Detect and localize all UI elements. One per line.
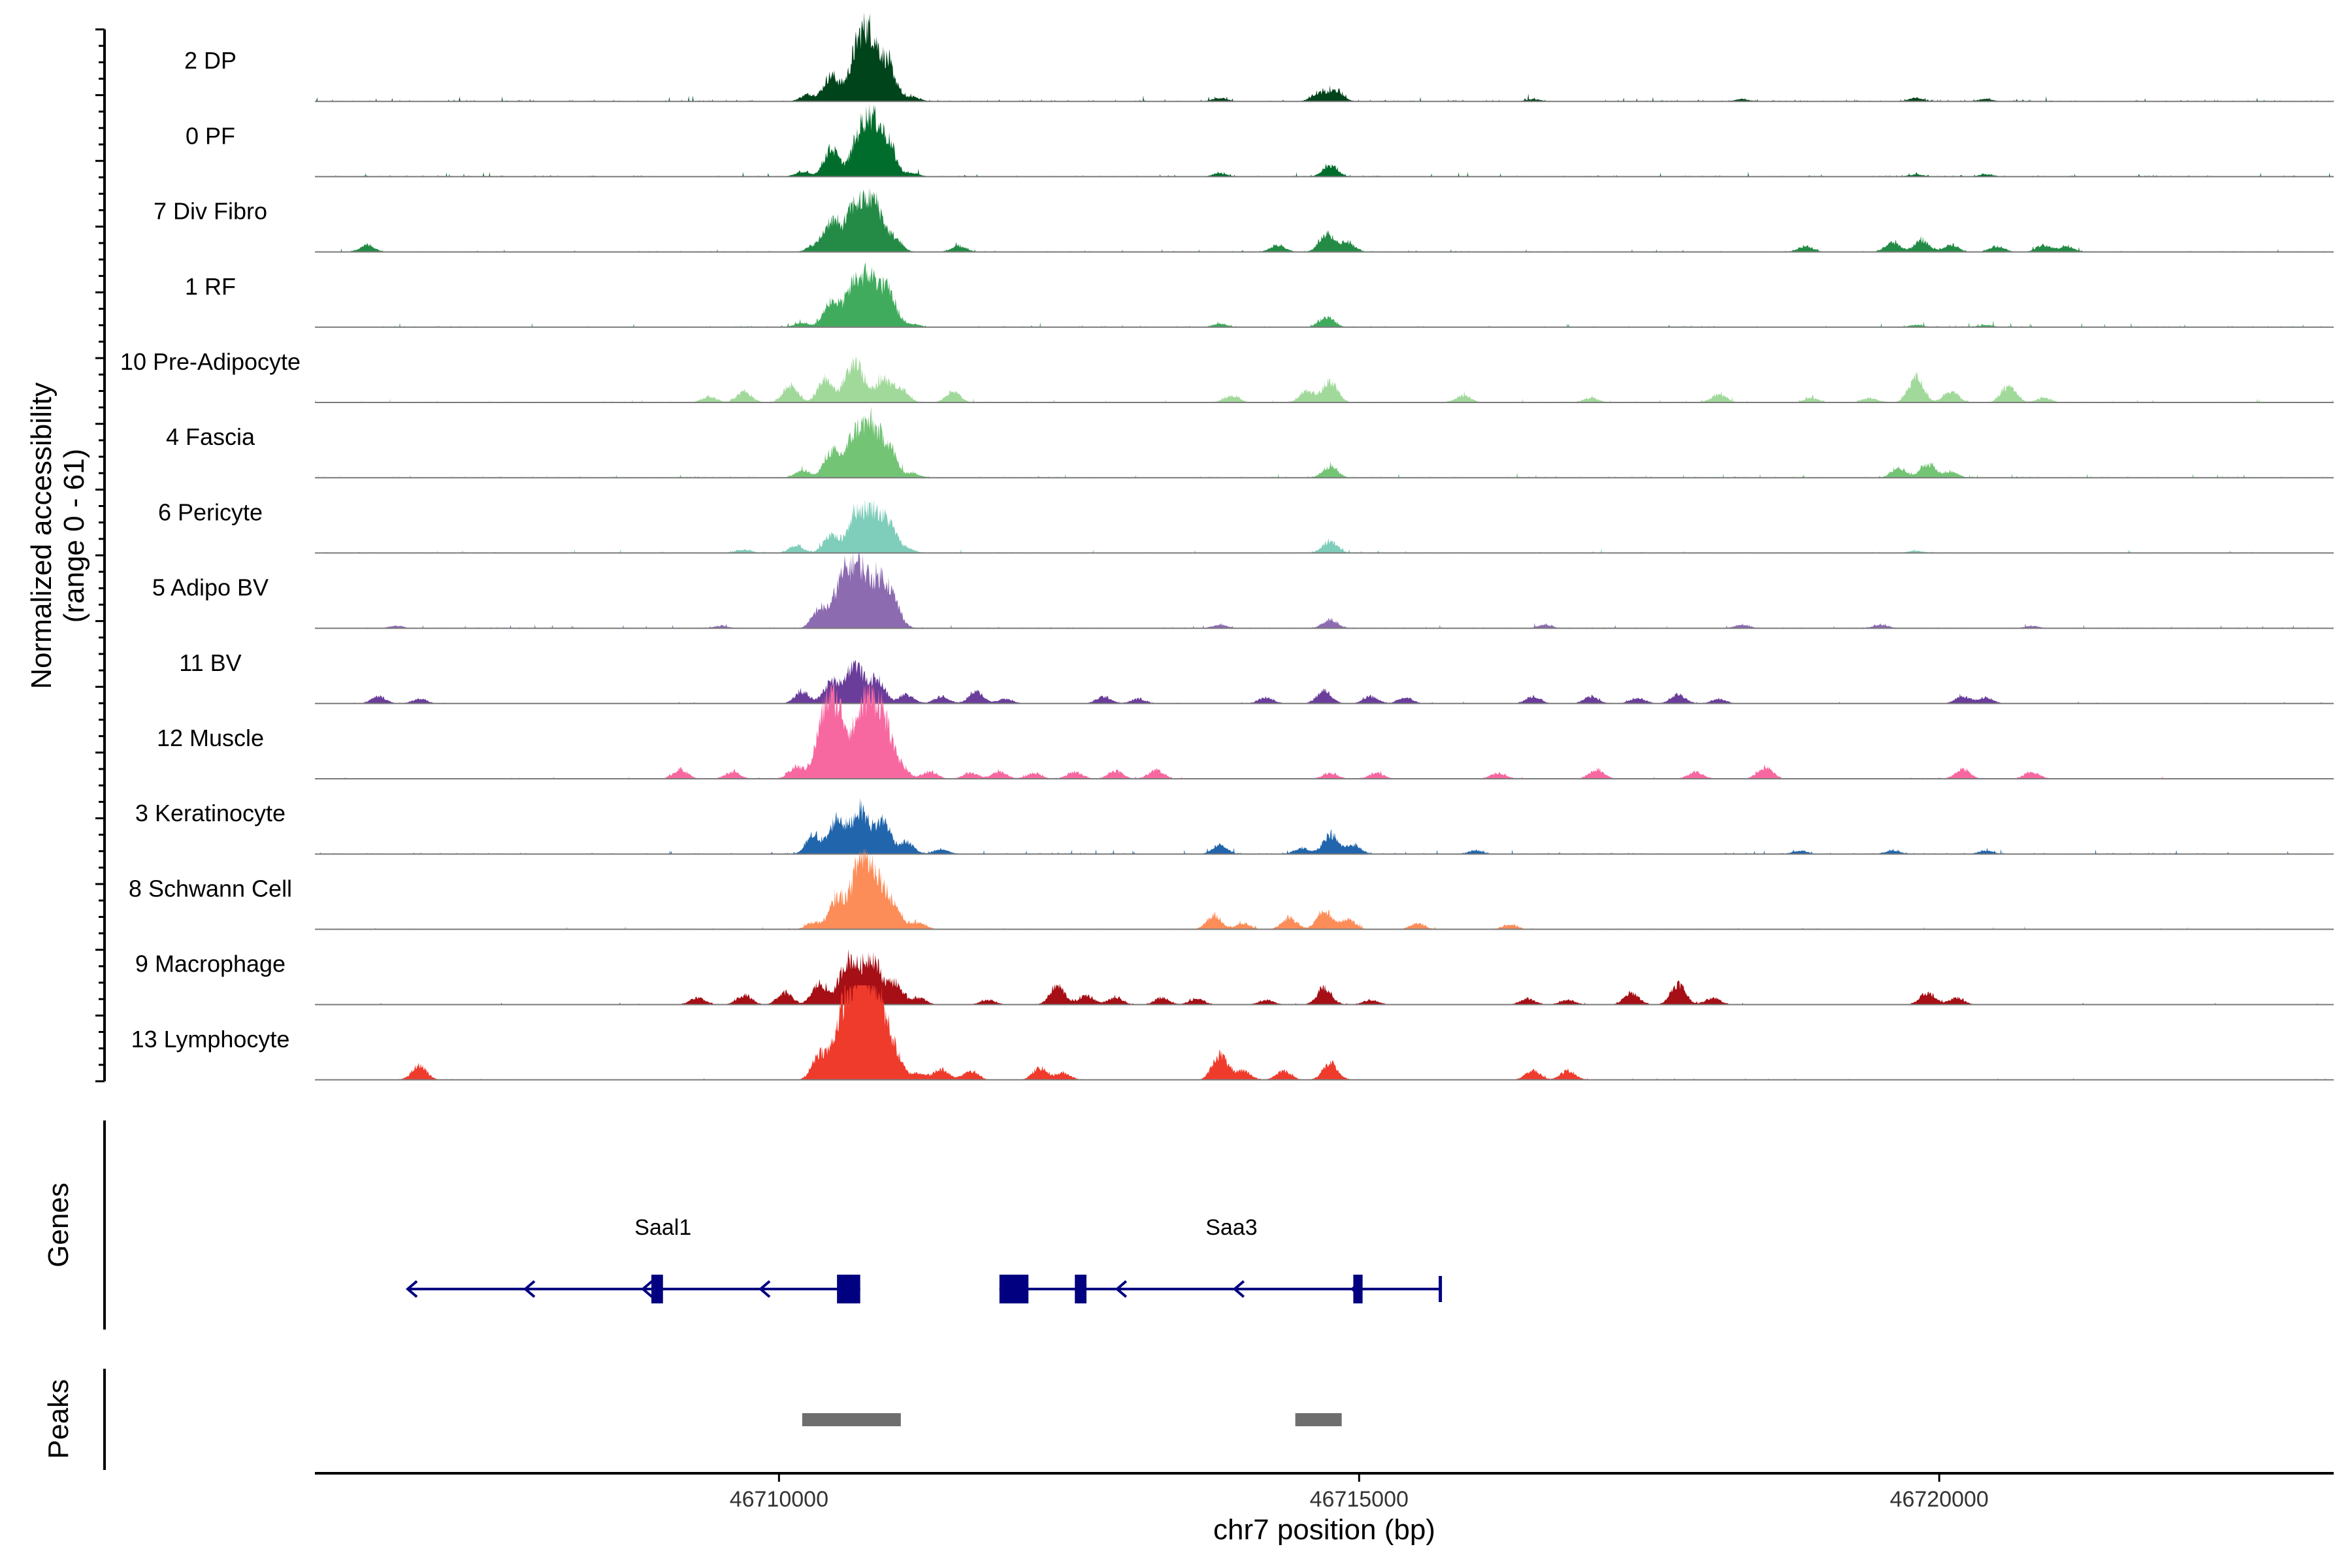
track-label: 0 PF <box>186 122 235 149</box>
track-10: 3 Keratinocyte <box>135 797 2334 855</box>
gene-label: Saa3 <box>1205 1215 1257 1240</box>
track-signal-area <box>315 498 2334 553</box>
track-label: 8 Schwann Cell <box>129 875 292 902</box>
track-signal-area <box>315 949 2334 1005</box>
track-3: 1 RF <box>185 262 2334 328</box>
exon-block <box>651 1275 663 1303</box>
track-label: 10 Pre-Adipocyte <box>120 348 301 375</box>
track-4: 10 Pre-Adipocyte <box>120 348 2334 403</box>
track-12: 9 Macrophage <box>135 949 2334 1005</box>
peaks-title: Peaks <box>42 1379 74 1459</box>
y-axis-title: Normalized accessibility (range 0 - 61) <box>25 382 90 689</box>
exon-block <box>999 1275 1029 1303</box>
x-tick-label: 46715000 <box>1310 1487 1409 1512</box>
track-label: 12 Muscle <box>157 725 264 751</box>
strand-arrow-icon <box>758 1280 771 1298</box>
gene-saal1: Saal1 <box>405 1215 860 1303</box>
genes-title: Genes <box>42 1183 74 1267</box>
track-signal-area <box>315 12 2334 102</box>
x-tick-label: 46710000 <box>730 1487 828 1512</box>
track-signal-area <box>315 550 2334 629</box>
track-label: 7 Div Fibro <box>154 198 267 225</box>
track-signal-area <box>315 985 2334 1080</box>
peak-region <box>802 1413 901 1426</box>
coverage-axis <box>95 28 106 1083</box>
track-9: 12 Muscle <box>157 684 2334 779</box>
strand-arrow-icon <box>1232 1280 1245 1298</box>
genes-panel: Genes Saal1 Saa3 <box>42 1120 1443 1330</box>
track-label: 11 BV <box>179 649 241 676</box>
strand-arrow-icon <box>523 1280 536 1298</box>
track-label: 6 Pericyte <box>158 498 263 525</box>
strand-arrow-icon <box>1115 1280 1128 1298</box>
track-13: 13 Lymphocyte <box>131 985 2334 1081</box>
track-1: 0 PF <box>186 103 2334 178</box>
strand-arrow-icon <box>640 1280 653 1298</box>
track-label: 3 Keratinocyte <box>135 800 286 826</box>
track-label: 4 Fascia <box>166 423 255 450</box>
x-tick-label: 46720000 <box>1890 1487 1989 1512</box>
track-5: 4 Fascia <box>166 406 2334 479</box>
track-11: 8 Schwann Cell <box>129 848 2334 930</box>
track-signal-area <box>315 187 2334 252</box>
exon-block <box>837 1275 860 1303</box>
exon-block <box>1075 1275 1086 1303</box>
gene-saa3: Saa3 <box>999 1215 1443 1303</box>
track-label: 13 Lymphocyte <box>131 1026 290 1053</box>
track-signal-area <box>315 848 2334 930</box>
track-signal-area <box>315 406 2334 478</box>
peak-region <box>1295 1413 1342 1426</box>
track-0: 2 DP <box>184 12 2334 103</box>
track-8: 11 BV <box>179 649 2334 704</box>
y-axis-title-line1: Normalized accessibility <box>25 382 57 689</box>
track-6: 6 Pericyte <box>158 498 2334 554</box>
track-signal-area <box>315 684 2334 779</box>
track-signal-area <box>315 797 2334 855</box>
track-7: 5 Adipo BV <box>152 550 2334 629</box>
gene-label: Saal1 <box>634 1215 691 1240</box>
x-axis: 46710000 46715000 46720000 <box>315 1472 2334 1512</box>
track-signal-area <box>315 660 2334 704</box>
peaks-panel: Peaks <box>42 1369 1342 1470</box>
track-signal-area <box>315 103 2334 177</box>
track-2: 7 Div Fibro <box>154 187 2334 253</box>
strand-arrow-icon <box>405 1280 418 1298</box>
track-signal-area <box>315 262 2334 327</box>
coverage-tracks: 2 DP 0 PF 7 Div Fibro 1 RF 10 Pre-Adipocyte 4… <box>120 12 2334 1081</box>
track-label: 9 Macrophage <box>135 951 286 977</box>
track-label: 2 DP <box>184 47 237 74</box>
track-signal-area <box>315 356 2334 402</box>
track-label: 5 Adipo BV <box>152 574 269 601</box>
x-axis-title: chr7 position (bp) <box>1213 1514 1435 1546</box>
exon-block <box>1353 1275 1363 1303</box>
y-axis-title-line2: (range 0 - 61) <box>58 449 90 623</box>
track-label: 1 RF <box>185 273 236 300</box>
